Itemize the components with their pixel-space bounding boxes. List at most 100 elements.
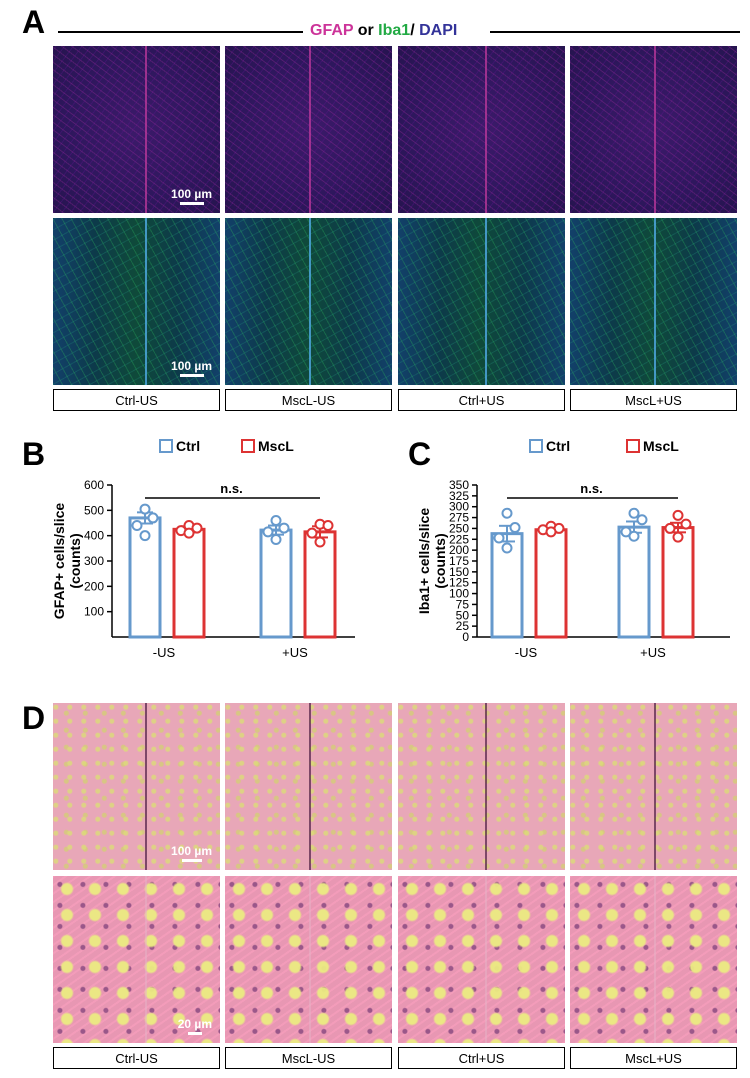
legend-label: Ctrl [176, 438, 200, 454]
he-high-image-4 [570, 876, 737, 1043]
he-high-image-2 [225, 876, 392, 1043]
scale-bar-label: 100 µm [171, 844, 212, 858]
scale-bar-line [179, 374, 204, 377]
legend-label: MscL [643, 438, 679, 454]
legend-swatch [241, 439, 255, 453]
midline [653, 46, 656, 213]
gfap-bar-chart: 100 200 300 400 500 600 GFAP+ cells/slice (coun… [51, 438, 355, 660]
scale-bar-label: 100 µm [171, 187, 212, 201]
group-label-2: MscL-US [225, 389, 392, 411]
y-tick-label: 400 [84, 529, 104, 543]
legend-swatch [626, 439, 640, 453]
scale-bar: 100 µm [171, 359, 212, 377]
iba1-image-2 [225, 218, 392, 385]
midline [484, 876, 487, 1043]
y-tick-label: 150 [449, 565, 469, 579]
title-part-4: DAPI [419, 22, 458, 39]
midline [484, 703, 487, 870]
data-point [262, 526, 274, 538]
y-tick-label: 175 [449, 554, 469, 568]
data-point [672, 531, 684, 543]
y-tick-label: 50 [456, 608, 470, 622]
panel-letter-b: B [22, 436, 46, 472]
y-axis-label: Iba1+ cells/slice [416, 508, 432, 614]
he-high-image-1: 20 µm [53, 876, 220, 1043]
panel-letter-c: C [408, 436, 432, 472]
he-low-image-2 [225, 703, 392, 870]
data-point [191, 522, 203, 534]
y-tick-label: 100 [449, 587, 469, 601]
data-point [314, 536, 326, 548]
data-point [620, 526, 632, 538]
data-point [501, 542, 513, 554]
iba1-image-4 [570, 218, 737, 385]
data-point [306, 527, 318, 539]
midline [144, 876, 147, 1043]
data-point [501, 507, 513, 519]
data-point [139, 530, 151, 542]
y-axis-label: GFAP+ cells/slice [51, 503, 67, 620]
data-point [493, 532, 505, 544]
he-low-image-3 [398, 703, 565, 870]
he-low-image-1: 100 µm [53, 703, 220, 870]
group-label-1: Ctrl-US [53, 1047, 220, 1069]
title-part-1: or [353, 22, 379, 39]
data-point [139, 503, 151, 515]
title-rule-right [490, 31, 740, 33]
midline [308, 46, 311, 213]
data-point [545, 526, 557, 538]
legend-label: MscL [258, 438, 294, 454]
x-tick-label: +US [640, 645, 666, 660]
midline [484, 46, 487, 213]
scale-bar-label: 20 µm [177, 1017, 212, 1031]
gfap-image-3 [398, 46, 565, 213]
scale-bar: 20 µm [178, 1017, 212, 1035]
y-tick-label: 200 [449, 543, 469, 557]
data-point [270, 533, 282, 545]
gfap-image-2 [225, 46, 392, 213]
data-point [509, 522, 521, 534]
data-point [270, 514, 282, 526]
iba1-image-3 [398, 218, 565, 385]
bar-mscl [172, 527, 206, 639]
y-tick-label: 600 [84, 478, 104, 492]
significance-label: n.s. [220, 481, 242, 496]
data-point [131, 520, 143, 532]
data-point [636, 514, 648, 526]
y-tick-label: 325 [449, 489, 469, 503]
y-tick-label: 300 [84, 554, 104, 568]
bar-mscl [303, 530, 337, 639]
group-label-4: MscL+US [570, 1047, 737, 1069]
x-tick-label: -US [153, 645, 176, 660]
midline [308, 703, 311, 870]
data-point [628, 530, 640, 542]
midline [144, 218, 147, 385]
scale-bar-line [181, 859, 202, 862]
y-tick-label: 275 [449, 511, 469, 525]
he-low-image-4 [570, 703, 737, 870]
panel-letter-a: A [22, 4, 46, 40]
data-point [628, 507, 640, 519]
midline [484, 218, 487, 385]
midline [308, 218, 311, 385]
x-tick-label: -US [515, 645, 538, 660]
title-part-3: / [410, 22, 420, 39]
data-point [672, 509, 684, 521]
group-label-3: Ctrl+US [398, 1047, 565, 1069]
iba1-bar-chart: 0255075100125150175200225250275300325350… [416, 438, 730, 660]
y-tick-label: 75 [456, 597, 470, 611]
midline [144, 46, 147, 213]
y-tick-label: 100 [84, 605, 104, 619]
y-tick-label: 125 [449, 576, 469, 590]
group-label-2: MscL-US [225, 1047, 392, 1069]
bar-mscl [534, 528, 568, 639]
data-point [322, 520, 334, 532]
legend-swatch [529, 439, 543, 453]
group-label-4: MscL+US [570, 389, 737, 411]
significance-label: n.s. [580, 481, 602, 496]
y-tick-label: 0 [462, 630, 469, 644]
y-tick-label: 200 [84, 579, 104, 593]
midline [144, 703, 147, 870]
data-point [183, 527, 195, 539]
data-point [278, 522, 290, 534]
